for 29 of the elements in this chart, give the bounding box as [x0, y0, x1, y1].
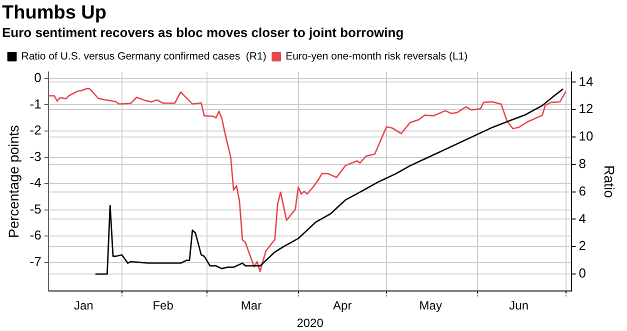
y2-tick-label: 12 — [578, 101, 594, 116]
x-tick-label: Jan — [74, 298, 94, 313]
legend-label: Euro-yen one-month risk reversals (L1) — [286, 50, 468, 63]
y-tick-label: -1 — [30, 96, 42, 112]
x-tick-label: Apr — [333, 298, 352, 313]
y-tick-label: -4 — [30, 175, 42, 190]
legend-label: Ratio of U.S. versus Germany confirmed cases (R1) — [21, 50, 266, 63]
x-tick-label: Feb — [152, 298, 174, 313]
y2-tick-label: 8 — [578, 156, 586, 171]
x-tick-label: Mar — [240, 298, 262, 313]
y-tick-label: -5 — [30, 201, 42, 216]
chart-subtitle: Euro sentiment recovers as bloc moves closer to joint borrowing — [2, 25, 404, 40]
y-tick-label: 0 — [34, 70, 42, 86]
y-tick-label: -6 — [30, 228, 42, 243]
x-axis-title: 2020 — [296, 316, 324, 330]
y-tick-label: -3 — [30, 148, 42, 164]
y2-axis-title: Ratio — [602, 165, 618, 198]
y2-tick-label: 0 — [578, 266, 586, 281]
y-tick-label: -2 — [30, 122, 42, 138]
y2-tick-label: 6 — [578, 183, 586, 198]
y2-tick-label: 2 — [578, 238, 586, 254]
y-axis-title: Percentage points — [5, 125, 22, 238]
chart-title: Thumbs Up — [2, 2, 106, 24]
y-tick-label: -7 — [30, 254, 42, 269]
y2-tick-label: 10 — [578, 128, 594, 144]
x-tick-label: May — [419, 298, 442, 313]
y2-tick-label: 14 — [578, 74, 594, 89]
x-tick-label: Jun — [509, 298, 528, 313]
y2-tick-label: 4 — [578, 210, 586, 226]
